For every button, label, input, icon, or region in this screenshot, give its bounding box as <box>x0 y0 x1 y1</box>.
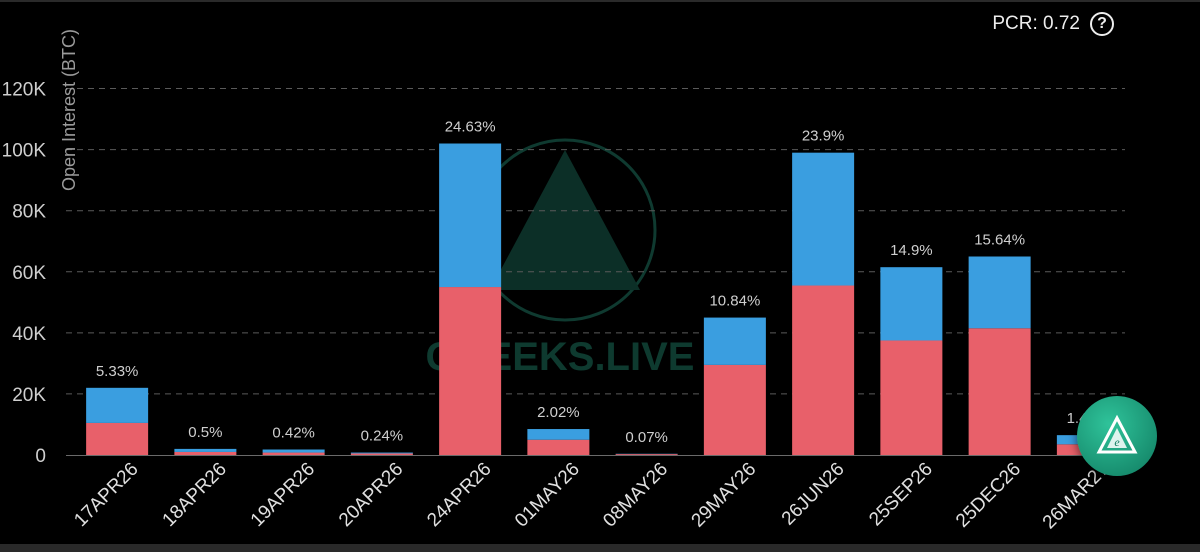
watermark-triangle <box>490 150 640 290</box>
data-labels: 5.33% 0.5% 0.42% 0.24% 24.63% 2.02% 0.07% 10.84… <box>96 119 1109 446</box>
bar-calls-18APR26 <box>174 448 237 452</box>
x-tick-label-25DEC26: 25DEC26 <box>952 459 1025 532</box>
bar-puts-18APR26 <box>174 451 237 455</box>
y-tick-label: 0 <box>35 446 46 467</box>
y-tick-label: 60K <box>12 263 46 284</box>
bar-puts-01MAY26 <box>527 439 590 455</box>
x-tick-label-25SEP26: 25SEP26 <box>865 459 937 531</box>
y-tick-label: 20K <box>12 385 46 406</box>
bar-calls-01MAY26 <box>527 429 590 440</box>
x-tick-label-01MAY26: 01MAY26 <box>511 459 584 532</box>
bar-puts-26JUN26 <box>792 285 855 455</box>
bar-puts-29MAY26 <box>703 364 766 455</box>
svg-text:e: e <box>1114 435 1120 449</box>
x-tick-label-08MAY26: 08MAY26 <box>599 459 672 532</box>
data-label-17APR26: 5.33% <box>96 363 139 380</box>
bar-puts-08MAY26 <box>615 454 678 455</box>
bar-calls-26JUN26 <box>792 152 855 286</box>
y-tick-label: 40K <box>12 324 46 345</box>
pcr-readout: PCR: 0.72 ? <box>992 12 1114 36</box>
bar-calls-20APR26 <box>350 452 413 454</box>
y-axis: 0 20K 40K 60K 80K 100K 120K <box>2 80 47 467</box>
bar-puts-20APR26 <box>350 453 413 455</box>
bar-calls-29MAY26 <box>703 317 766 365</box>
bottom-scrollbar[interactable] <box>0 544 1200 552</box>
pcr-label: PCR: <box>992 13 1038 34</box>
y-tick-label: 120K <box>2 80 47 101</box>
bar-puts-25DEC26 <box>968 328 1031 455</box>
bar-puts-19APR26 <box>262 452 325 455</box>
data-label-24APR26: 24.63% <box>445 119 496 136</box>
grid-lines <box>66 88 1125 456</box>
x-tick-label-26JUN26: 26JUN26 <box>778 459 849 530</box>
bar-calls-25DEC26 <box>968 256 1031 329</box>
data-label-20APR26: 0.24% <box>361 428 404 445</box>
data-label-19APR26: 0.42% <box>272 425 315 442</box>
x-tick-label-29MAY26: 29MAY26 <box>688 459 761 532</box>
y-axis-label: Open Interest (BTC) <box>59 29 79 191</box>
x-tick-label-18APR26: 18APR26 <box>159 459 231 531</box>
x-tick-label-19APR26: 19APR26 <box>247 459 319 531</box>
greeks-live-logo-button[interactable]: e <box>1077 396 1157 476</box>
data-label-29MAY26: 10.84% <box>709 293 760 310</box>
bar-puts-25SEP26 <box>880 340 943 455</box>
x-tick-label-17APR26: 17APR26 <box>70 459 142 531</box>
data-label-26JUN26: 23.9% <box>802 128 845 145</box>
data-label-01MAY26: 2.02% <box>537 404 580 421</box>
bar-calls-25SEP26 <box>880 267 943 341</box>
top-border <box>0 0 1200 2</box>
bars <box>86 143 1119 455</box>
bar-calls-19APR26 <box>262 449 325 453</box>
data-label-08MAY26: 0.07% <box>625 429 668 446</box>
bar-puts-24APR26 <box>439 287 502 455</box>
bar-puts-17APR26 <box>86 422 149 455</box>
data-label-18APR26: 0.5% <box>188 424 222 441</box>
bar-calls-24APR26 <box>439 143 502 288</box>
data-label-25DEC26: 15.64% <box>974 232 1025 249</box>
x-tick-label-20APR26: 20APR26 <box>335 459 407 531</box>
bar-calls-17APR26 <box>86 387 149 423</box>
data-label-25SEP26: 14.9% <box>890 242 933 259</box>
greeks-live-logo-icon: e <box>1096 414 1138 454</box>
y-tick-label: 80K <box>12 202 46 223</box>
x-axis: 17APR26 18APR26 19APR26 20APR26 24APR26 01MAY… <box>70 459 1113 534</box>
question-icon[interactable]: ? <box>1090 12 1114 36</box>
pcr-value: 0.72 <box>1043 13 1080 34</box>
y-tick-label: 100K <box>2 141 47 162</box>
x-tick-label-24APR26: 24APR26 <box>423 459 495 531</box>
